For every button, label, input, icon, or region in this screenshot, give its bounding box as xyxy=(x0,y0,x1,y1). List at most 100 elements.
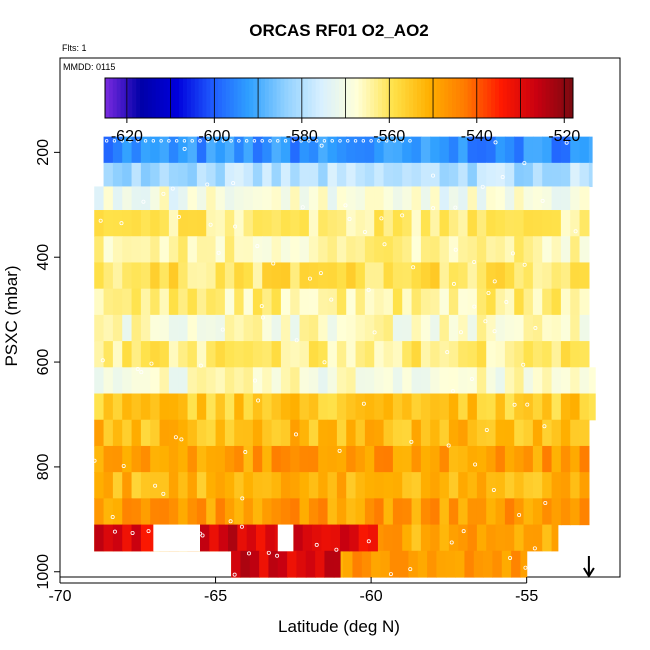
colorbar-swatch xyxy=(307,78,313,118)
heatmap-cell xyxy=(560,367,571,395)
colorbar-swatch xyxy=(335,78,340,118)
colorbar-swatch xyxy=(257,78,262,118)
heatmap-cell xyxy=(196,419,207,447)
heatmap-cell xyxy=(336,367,347,395)
heatmap-cell xyxy=(458,367,469,395)
heatmap-cell xyxy=(103,236,114,264)
heatmap-cell xyxy=(383,393,394,421)
heatmap-cell xyxy=(411,236,422,264)
heatmap-cell xyxy=(187,262,198,290)
heatmap-cell xyxy=(495,445,506,473)
sample-point xyxy=(243,450,248,455)
heatmap-cell xyxy=(476,236,487,264)
heatmap-cell xyxy=(187,419,198,447)
heatmap-cell xyxy=(392,314,403,342)
heatmap-cell xyxy=(318,186,329,211)
heatmap-cell-hot xyxy=(103,524,114,552)
heatmap-cell xyxy=(280,367,291,395)
heatmap-cell xyxy=(159,236,170,264)
heatmap-cell xyxy=(458,236,469,264)
heatmap-cell xyxy=(187,445,198,473)
heatmap-cell xyxy=(551,524,559,552)
heatmap-cell xyxy=(467,186,478,211)
heatmap-cell xyxy=(131,136,142,164)
colorbar-swatch xyxy=(186,78,192,118)
colorbar-swatch xyxy=(268,78,274,118)
sample-point xyxy=(246,551,251,556)
heatmap-cell xyxy=(346,162,357,188)
sample-point xyxy=(307,139,311,143)
heatmap-cell xyxy=(448,341,459,368)
heatmap-cell xyxy=(383,419,394,447)
heatmap-cell xyxy=(467,472,478,499)
colorbar-swatch xyxy=(159,78,164,118)
heatmap-cell-hot xyxy=(358,524,369,552)
heatmap-cell xyxy=(290,136,301,164)
heatmap-cell xyxy=(336,136,347,164)
sample-point xyxy=(268,139,272,143)
heatmap-cell xyxy=(178,162,189,188)
heatmap-cell xyxy=(290,210,301,237)
heatmap-cell xyxy=(336,419,347,447)
heatmap-cell xyxy=(458,210,469,237)
heatmap-cell xyxy=(234,393,245,421)
heatmap-cell xyxy=(420,524,431,552)
sample-point xyxy=(253,378,258,383)
heatmap-cell-hot xyxy=(249,550,260,578)
colorbar-swatch xyxy=(144,78,149,118)
heatmap-cell xyxy=(495,186,506,211)
heatmap-cell xyxy=(411,472,422,499)
heatmap-cell xyxy=(327,498,338,526)
heatmap-cell xyxy=(271,498,282,526)
heatmap-cell xyxy=(112,136,123,164)
heatmap-cell xyxy=(560,341,571,368)
heatmap-cell xyxy=(467,341,478,368)
heatmap-cell xyxy=(402,419,413,447)
heatmap-cell-hot xyxy=(94,524,105,552)
heatmap-cell xyxy=(458,498,469,526)
heatmap-cell xyxy=(579,236,590,264)
heatmap-cell xyxy=(402,136,413,164)
colorbar-swatch xyxy=(167,78,172,118)
heatmap-cell xyxy=(467,288,478,316)
sample-point xyxy=(329,297,334,302)
heatmap-cell xyxy=(196,210,207,237)
heatmap-cell xyxy=(542,524,553,552)
sample-point xyxy=(120,139,124,143)
heatmap-cell xyxy=(103,472,114,499)
sample-point xyxy=(182,139,187,143)
heatmap-cell xyxy=(355,210,366,237)
sample-point xyxy=(330,139,334,143)
colorbar-swatch xyxy=(218,78,223,118)
heatmap-cell xyxy=(355,341,366,368)
heatmap-cell xyxy=(439,162,450,188)
sample-point xyxy=(408,139,412,143)
heatmap-cell xyxy=(215,186,226,211)
heatmap-cell xyxy=(355,393,366,421)
heatmap-cell xyxy=(430,419,441,447)
heatmap-cell xyxy=(551,367,562,395)
heatmap-cell xyxy=(411,314,422,342)
heatmap-cell xyxy=(551,210,562,237)
sample-point xyxy=(543,500,548,505)
heatmap-cell xyxy=(355,186,366,211)
colorbar-swatch xyxy=(225,78,231,118)
heatmap-cell xyxy=(374,341,385,368)
heatmap-cell xyxy=(402,314,413,342)
heatmap-cell xyxy=(243,472,254,499)
heatmap-cell xyxy=(299,162,310,188)
sample-point xyxy=(221,139,226,143)
colorbar-swatch xyxy=(545,78,551,118)
heatmap-cell-hot xyxy=(277,550,288,578)
heatmap-cell xyxy=(168,136,179,164)
heatmap-cell xyxy=(168,314,179,342)
heatmap-cell xyxy=(280,236,291,264)
heatmap-cell xyxy=(327,393,338,421)
heatmap-cell xyxy=(532,314,543,342)
sample-point xyxy=(92,458,97,463)
sample-point xyxy=(564,140,569,145)
heatmap-cell xyxy=(355,419,366,447)
heatmap-cell xyxy=(476,472,487,499)
colorbar-swatch xyxy=(237,78,242,118)
heatmap-cell xyxy=(336,472,347,499)
